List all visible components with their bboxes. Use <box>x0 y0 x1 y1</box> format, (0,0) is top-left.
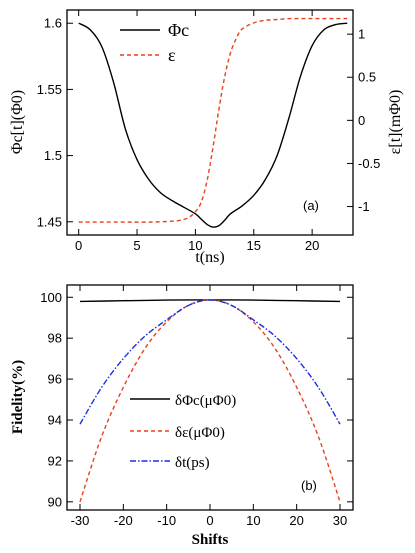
panel-b-y-ticks: 90 92 94 96 98 100 <box>40 290 353 509</box>
series-line-delta-t <box>79 299 341 425</box>
y-tick-label: 94 <box>48 413 62 428</box>
panel-b-label: (b) <box>301 478 317 493</box>
x-tick-label: 0 <box>75 238 82 253</box>
x-tick-label: 15 <box>247 238 261 253</box>
x-tick-label: -10 <box>157 513 176 528</box>
legend-label-phi-c: Φc <box>168 20 189 40</box>
panel-a: 0 5 10 15 20 1.45 1.5 1.55 1.6 -1 -0.5 0 0.5 1 t(ns… <box>9 9 404 266</box>
series-line-delta-epsilon <box>79 299 341 503</box>
panel-b-legend: δΦc(μΦ0) δε(μΦ0) δt(ps) <box>130 393 236 471</box>
panel-b-y-axis-label: Fidelity(%) <box>10 360 26 434</box>
x-tick-label: -30 <box>71 513 90 528</box>
panel-a-label: (a) <box>303 198 319 213</box>
x-tick-label: 5 <box>133 238 140 253</box>
x-tick-label: 20 <box>289 513 303 528</box>
legend-label-delta-epsilon: δε(μΦ0) <box>175 425 225 441</box>
panel-b-series <box>79 299 341 503</box>
x-tick-label: 0 <box>206 513 213 528</box>
y-tick-label: 1.55 <box>37 82 62 97</box>
y-tick-label: 1.5 <box>44 148 62 163</box>
x-tick-label: 30 <box>333 513 347 528</box>
x-tick-label: 20 <box>305 238 319 253</box>
legend-label-epsilon: ε <box>168 45 176 65</box>
panel-a-x-axis-label: t(ns) <box>195 249 224 266</box>
y-tick-label: 90 <box>48 494 62 509</box>
panel-b: -30 -20 -10 0 10 20 30 90 92 94 96 98 100 Shifts Fi… <box>10 284 354 548</box>
y-tick-label: 1.45 <box>37 214 62 229</box>
panel-a-frame <box>66 9 354 236</box>
legend-label-delta-t: δt(ps) <box>175 455 210 471</box>
panel-a-y-ticks: 1.45 1.5 1.55 1.6 <box>37 16 73 229</box>
series-line-epsilon <box>78 17 348 223</box>
panel-a-y2-ticks: -1 -0.5 0 0.5 1 <box>347 27 380 214</box>
y2-tick-label: 1 <box>358 27 365 42</box>
y2-tick-label: 0.5 <box>358 70 376 85</box>
y-tick-label: 100 <box>40 290 62 305</box>
panel-a-right-axis-label: ε[t](mΦ0) <box>387 90 404 155</box>
x-tick-label: -20 <box>114 513 133 528</box>
y-tick-label: 98 <box>48 331 62 346</box>
panel-b-x-axis-label: Shifts <box>192 532 229 548</box>
y2-tick-label: -1 <box>358 199 370 214</box>
y2-tick-label: -0.5 <box>358 156 380 171</box>
y-tick-label: 1.6 <box>44 16 62 31</box>
legend-label-delta-phi-c: δΦc(μΦ0) <box>175 393 236 409</box>
panel-a-left-axis-label: Φc[t](Φ0) <box>9 90 26 154</box>
y-tick-label: 92 <box>48 453 62 468</box>
series-line-phi-c <box>78 22 348 228</box>
panel-a-x-ticks: 0 5 10 15 20 <box>75 10 319 253</box>
y-tick-label: 96 <box>48 372 62 387</box>
x-tick-label: 10 <box>246 513 260 528</box>
x-tick-label: 10 <box>188 238 202 253</box>
panel-a-legend: Φc ε <box>120 20 189 65</box>
panel-b-x-ticks: -30 -20 -10 0 10 20 30 <box>71 285 347 528</box>
panel-a-series <box>78 17 348 228</box>
y2-tick-label: 0 <box>358 113 365 128</box>
